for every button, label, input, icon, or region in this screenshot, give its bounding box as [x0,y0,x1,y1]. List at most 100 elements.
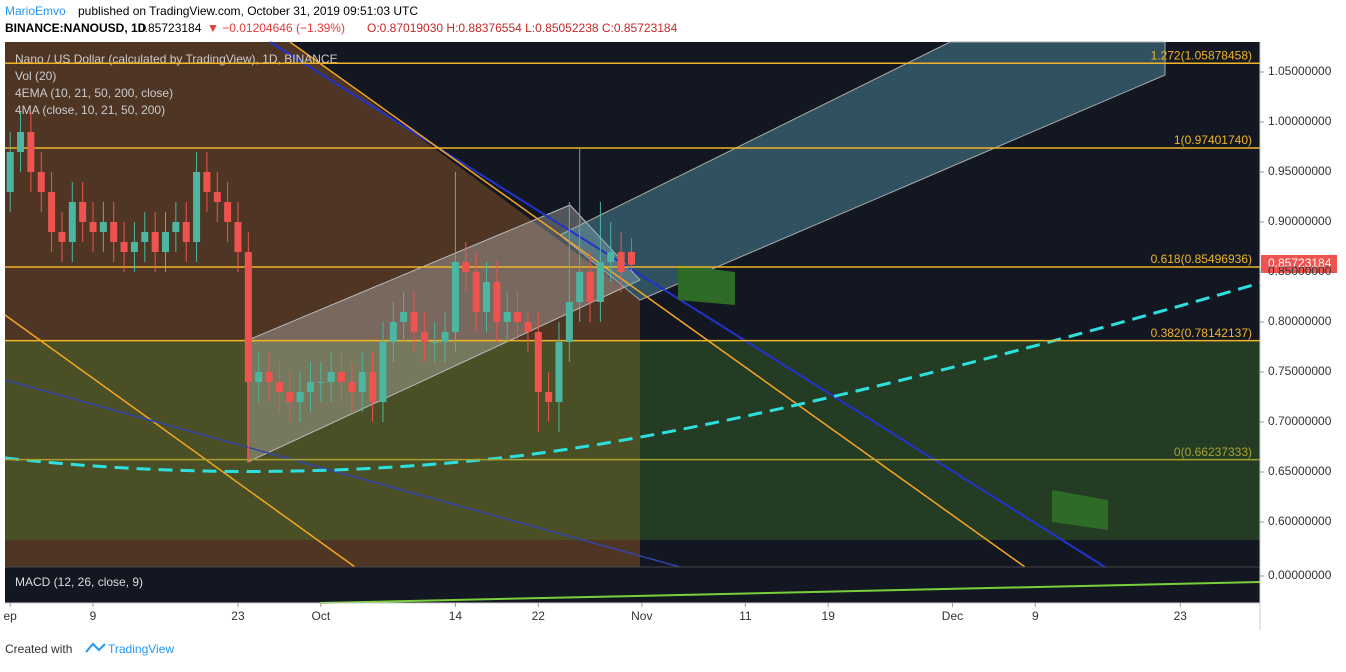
candle-body [161,232,169,252]
candle-body [545,392,553,402]
fib-label: 0.618(0.85496936) [1151,252,1252,266]
candle-body [255,372,263,382]
candle-body [286,392,294,402]
ohlc: O:0.87019030 H:0.88376554 L:0.85052238 C… [367,21,678,35]
fib-label: 0(0.66237333) [1174,445,1252,459]
candle-body [151,232,159,252]
published: published on TradingView.com, October 31… [78,4,418,18]
candle-body [627,251,635,265]
legend-ma: 4MA (close, 10, 21, 50, 200) [15,103,165,117]
author: MarioEmvo [5,4,66,18]
candle-body [89,222,97,232]
legend-ema: 4EMA (10, 21, 50, 200, close) [15,86,173,100]
candle-body [27,132,35,172]
y-tick-label: 1.00000000 [1268,114,1332,128]
candle-body [234,222,242,252]
flag [1052,490,1108,530]
candle-body [596,262,604,302]
candle-body [182,222,190,242]
legend-title: Nano / US Dollar (calculated by TradingV… [15,52,338,66]
candle-body [576,272,584,302]
candle-body [37,172,45,192]
candle-body [203,172,211,192]
candle-body [213,192,221,202]
candle-body [244,252,252,382]
candle-body [68,202,76,242]
price: 0.85723184 [138,21,202,35]
candle-body [358,372,366,392]
price-tag [1261,255,1337,273]
y-tick-label: 0.70000000 [1268,414,1332,428]
candle-body [306,382,314,392]
candle-body [110,222,118,242]
y-tick-label: 1.05000000 [1268,64,1332,78]
candle-body [586,272,594,302]
x-tick-label: 9 [90,609,97,623]
y-tick-label: 0.75000000 [1268,364,1332,378]
candle-body [193,172,201,242]
dashed-curve [4,281,1261,473]
legend-vol: Vol (20) [15,69,56,83]
legend-macd: MACD (12, 26, close, 9) [15,575,143,589]
candle-body [275,382,283,392]
x-tick-label: 14 [449,609,463,623]
candle-body [379,342,387,402]
candle-body [420,332,428,342]
candle-body [224,202,232,222]
blue-trendline [269,41,1106,568]
macd-y-tick-label: 0.00000000 [1268,568,1332,582]
flag [678,265,735,305]
candle-body [338,372,346,382]
candle-body [472,272,480,312]
macd-trendline [319,581,1261,604]
x-tick-label: Oct [311,609,330,623]
x-tick-label: 23 [231,609,245,623]
candle-body [348,382,356,392]
candle-body [17,132,25,152]
blue-trendline [4,379,681,568]
candle-body [565,302,573,342]
chart-panel [5,42,1260,603]
candle-body [493,282,501,322]
y-tick-label: 0.90000000 [1268,214,1332,228]
candle-body [441,332,449,342]
candle-body [265,372,273,382]
y-tick-label: 0.95000000 [1268,164,1332,178]
candle-body [617,252,625,272]
candle-body [410,312,418,332]
brown-zone [5,42,640,567]
candle-body [317,382,325,383]
candle-body [400,312,408,322]
price-tag-label: 0.85723184 [1268,256,1332,270]
fib-label: 1(0.97401740) [1174,133,1252,147]
candle-body [130,242,138,252]
orange-trendline [4,314,356,568]
candle-body [451,262,459,332]
orange-trendline [289,41,1026,568]
x-tick-label: ep [3,609,17,623]
candle-body [482,282,490,312]
candle-body [369,372,377,402]
logo [85,642,106,653]
candle-body [534,332,542,392]
y-tick-label: 0.80000000 [1268,314,1332,328]
y-tick-label: 0.85000000 [1268,264,1332,278]
x-tick-label: Nov [631,609,652,623]
x-tick-label: 11 [739,609,752,623]
fib-label: 0.382(0.78142137) [1151,326,1252,340]
candle-body [48,192,56,232]
change: ▼ −0.01204646 (−1.39%) [207,21,345,35]
candle-body [503,312,511,322]
footer-brand: TradingView [108,642,174,656]
candle-body [79,202,87,222]
candle-body [462,262,470,272]
candle-body [172,222,180,232]
x-tick-label: Dec [942,609,963,623]
candle-body [607,252,615,262]
candle-body [120,242,128,252]
candle-body [99,222,107,232]
candle-body [141,232,149,242]
x-tick-label: 9 [1032,609,1039,623]
candle-body [6,152,14,192]
